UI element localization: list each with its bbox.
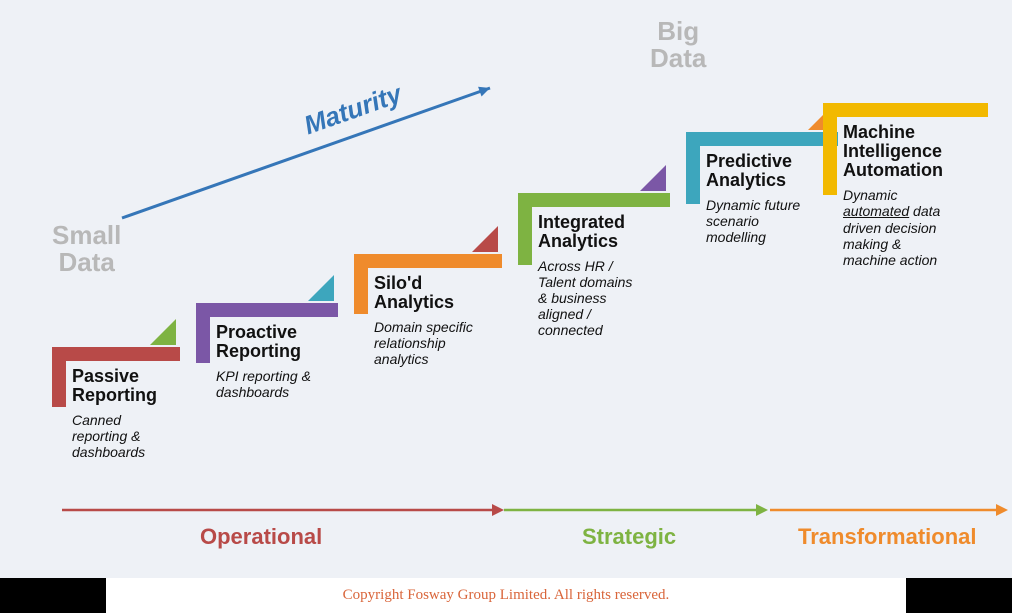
category-label-transformational: Transformational	[798, 524, 976, 550]
diagram-canvas: BigData SmallData Maturity PassiveReport…	[0, 0, 1012, 578]
step-desc: KPI reporting &dashboards	[216, 368, 351, 400]
step-bar-left	[823, 117, 837, 195]
step-desc: Dynamic futurescenariomodelling	[706, 197, 836, 245]
step-desc: Cannedreporting &dashboards	[72, 412, 182, 460]
step-bar-top	[52, 347, 180, 361]
step-bar-top	[823, 103, 988, 117]
step-accent-icon	[150, 319, 176, 345]
step-title: ProactiveReporting	[216, 323, 351, 361]
step-bar-top	[196, 303, 338, 317]
step-bar-left	[354, 268, 368, 314]
step-bar-left	[196, 317, 210, 363]
step-accent-icon	[640, 165, 666, 191]
category-arrow-transformational-icon	[770, 500, 1010, 520]
category-arrow-operational-icon	[62, 500, 506, 520]
step-title: PassiveReporting	[72, 367, 182, 405]
step-accent-icon	[472, 226, 498, 252]
step-title: MachineIntelligenceAutomation	[843, 123, 983, 180]
footer-bar: Copyright Fosway Group Limited. All righ…	[0, 578, 1012, 613]
step-title: IntegratedAnalytics	[538, 213, 668, 251]
step-title: PredictiveAnalytics	[706, 152, 836, 190]
step-bar-left	[686, 146, 700, 204]
category-label-strategic: Strategic	[582, 524, 676, 550]
step-accent-icon	[308, 275, 334, 301]
footer-text: Copyright Fosway Group Limited. All righ…	[106, 578, 906, 613]
category-arrow-strategic-icon	[504, 500, 770, 520]
step-bar-left	[52, 361, 66, 407]
step-desc: Dynamicautomated datadriven decisionmaki…	[843, 187, 983, 267]
category-label-operational: Operational	[200, 524, 322, 550]
step-bar-left	[518, 207, 532, 265]
step-bar-top	[686, 132, 838, 146]
step-title: Silo'dAnalytics	[374, 274, 504, 312]
step-bar-top	[354, 254, 502, 268]
maturity-arrow-icon	[102, 68, 510, 238]
step-desc: Domain specificrelationshipanalytics	[374, 319, 504, 367]
step-bar-top	[518, 193, 670, 207]
big-data-label: BigData	[650, 18, 706, 73]
step-desc: Across HR /Talent domains& businessalign…	[538, 258, 668, 338]
